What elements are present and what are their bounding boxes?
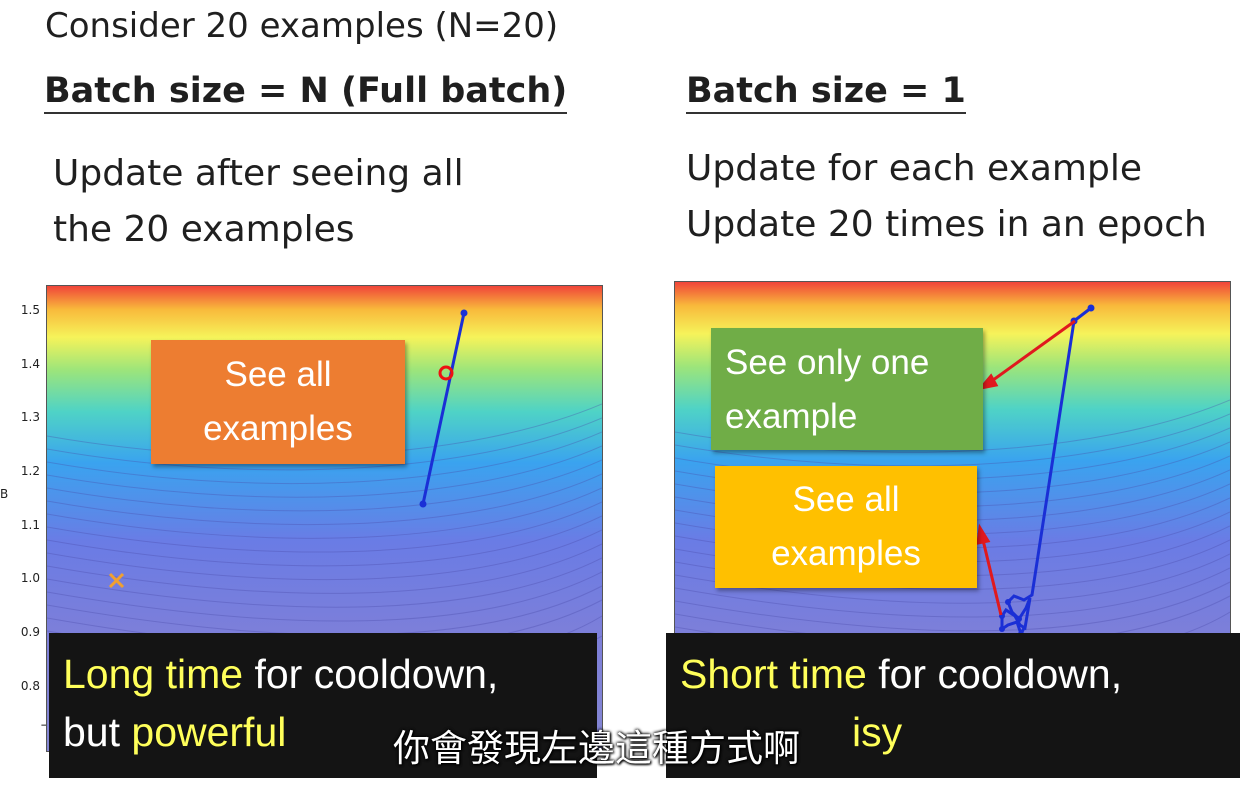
callout-line: examples (771, 534, 921, 573)
optimum-x-marker (108, 572, 125, 589)
intro-title: Consider 20 examples (N=20) (45, 6, 559, 46)
y-tick: 0.8 (20, 679, 40, 693)
batch-size-one-description: Update for each example Update 20 times … (686, 141, 1207, 253)
callout-line: example (725, 397, 858, 436)
path-point (1087, 304, 1095, 312)
y-tick: 1.4 (20, 357, 40, 371)
batch-one-caption: Short time for cooldown, isy (666, 633, 1240, 778)
callout-line: See all (792, 480, 900, 519)
callout-line: examples (203, 409, 353, 448)
full-batch-caption: Long time for cooldown, but powerful (49, 633, 597, 778)
path-point (999, 626, 1005, 632)
batch-one-desc-line1: Update for each example (686, 148, 1142, 189)
caption-text: for cooldown, (243, 651, 499, 697)
full-batch-desc-line1: Update after seeing all (53, 153, 464, 194)
gradient-step-path (421, 312, 466, 505)
batch-size-one-heading: Batch size = 1 (686, 70, 966, 114)
current-point-marker (438, 365, 454, 381)
callout-line: See all (224, 355, 332, 394)
see-all-examples-callout: See all examples (715, 466, 977, 588)
caption-highlight: Short time (680, 651, 867, 697)
full-batch-heading: Batch size = N (Full batch) (44, 70, 568, 114)
caption-line2: but powerful (63, 703, 583, 761)
path-point (1005, 599, 1011, 605)
arrow-to-yellow-callout (981, 539, 1003, 616)
caption-text: for cooldown, (866, 651, 1123, 697)
caption-highlight: powerful (131, 709, 287, 755)
y-tick: 1.2 (20, 464, 40, 478)
y-tick: 1.0 (20, 571, 40, 585)
caption-line2: isy (680, 703, 1226, 761)
video-subtitle: 你會發現左邊這種方式啊 (393, 727, 800, 770)
caption-text: but (63, 709, 132, 755)
left-y-ticks: 1.5 1.4 1.3 1.2 1.1 1.0 0.9 0.8 (10, 0, 42, 787)
arrow-head (976, 523, 991, 545)
arrow-head (977, 373, 999, 391)
callout-line: See only one (725, 343, 930, 382)
y-tick: 1.1 (20, 518, 40, 532)
arrow-to-green-callout (988, 319, 1076, 385)
see-all-examples-callout: See all examples (151, 340, 405, 464)
path-point (1016, 616, 1022, 622)
caption-highlight: isy (852, 709, 903, 755)
path-point (419, 500, 427, 508)
caption-line1: Short time for cooldown, (680, 645, 1226, 703)
y-axis-label-fragment: B (0, 487, 9, 501)
caption-highlight: Long time (63, 651, 244, 697)
batch-one-desc-line2: Update 20 times in an epoch (686, 204, 1207, 245)
full-batch-desc-line2: the 20 examples (53, 209, 355, 250)
y-tick: 1.5 (20, 303, 40, 317)
stochastic-gradient-path (1000, 306, 1092, 638)
y-tick: 0.9 (20, 625, 40, 639)
y-tick: 1.3 (20, 410, 40, 424)
caption-line1: Long time for cooldown, (63, 645, 583, 703)
see-only-one-example-callout: See only one example (711, 328, 983, 450)
path-point (460, 309, 468, 317)
full-batch-description: Update after seeing all the 20 examples (53, 146, 464, 258)
